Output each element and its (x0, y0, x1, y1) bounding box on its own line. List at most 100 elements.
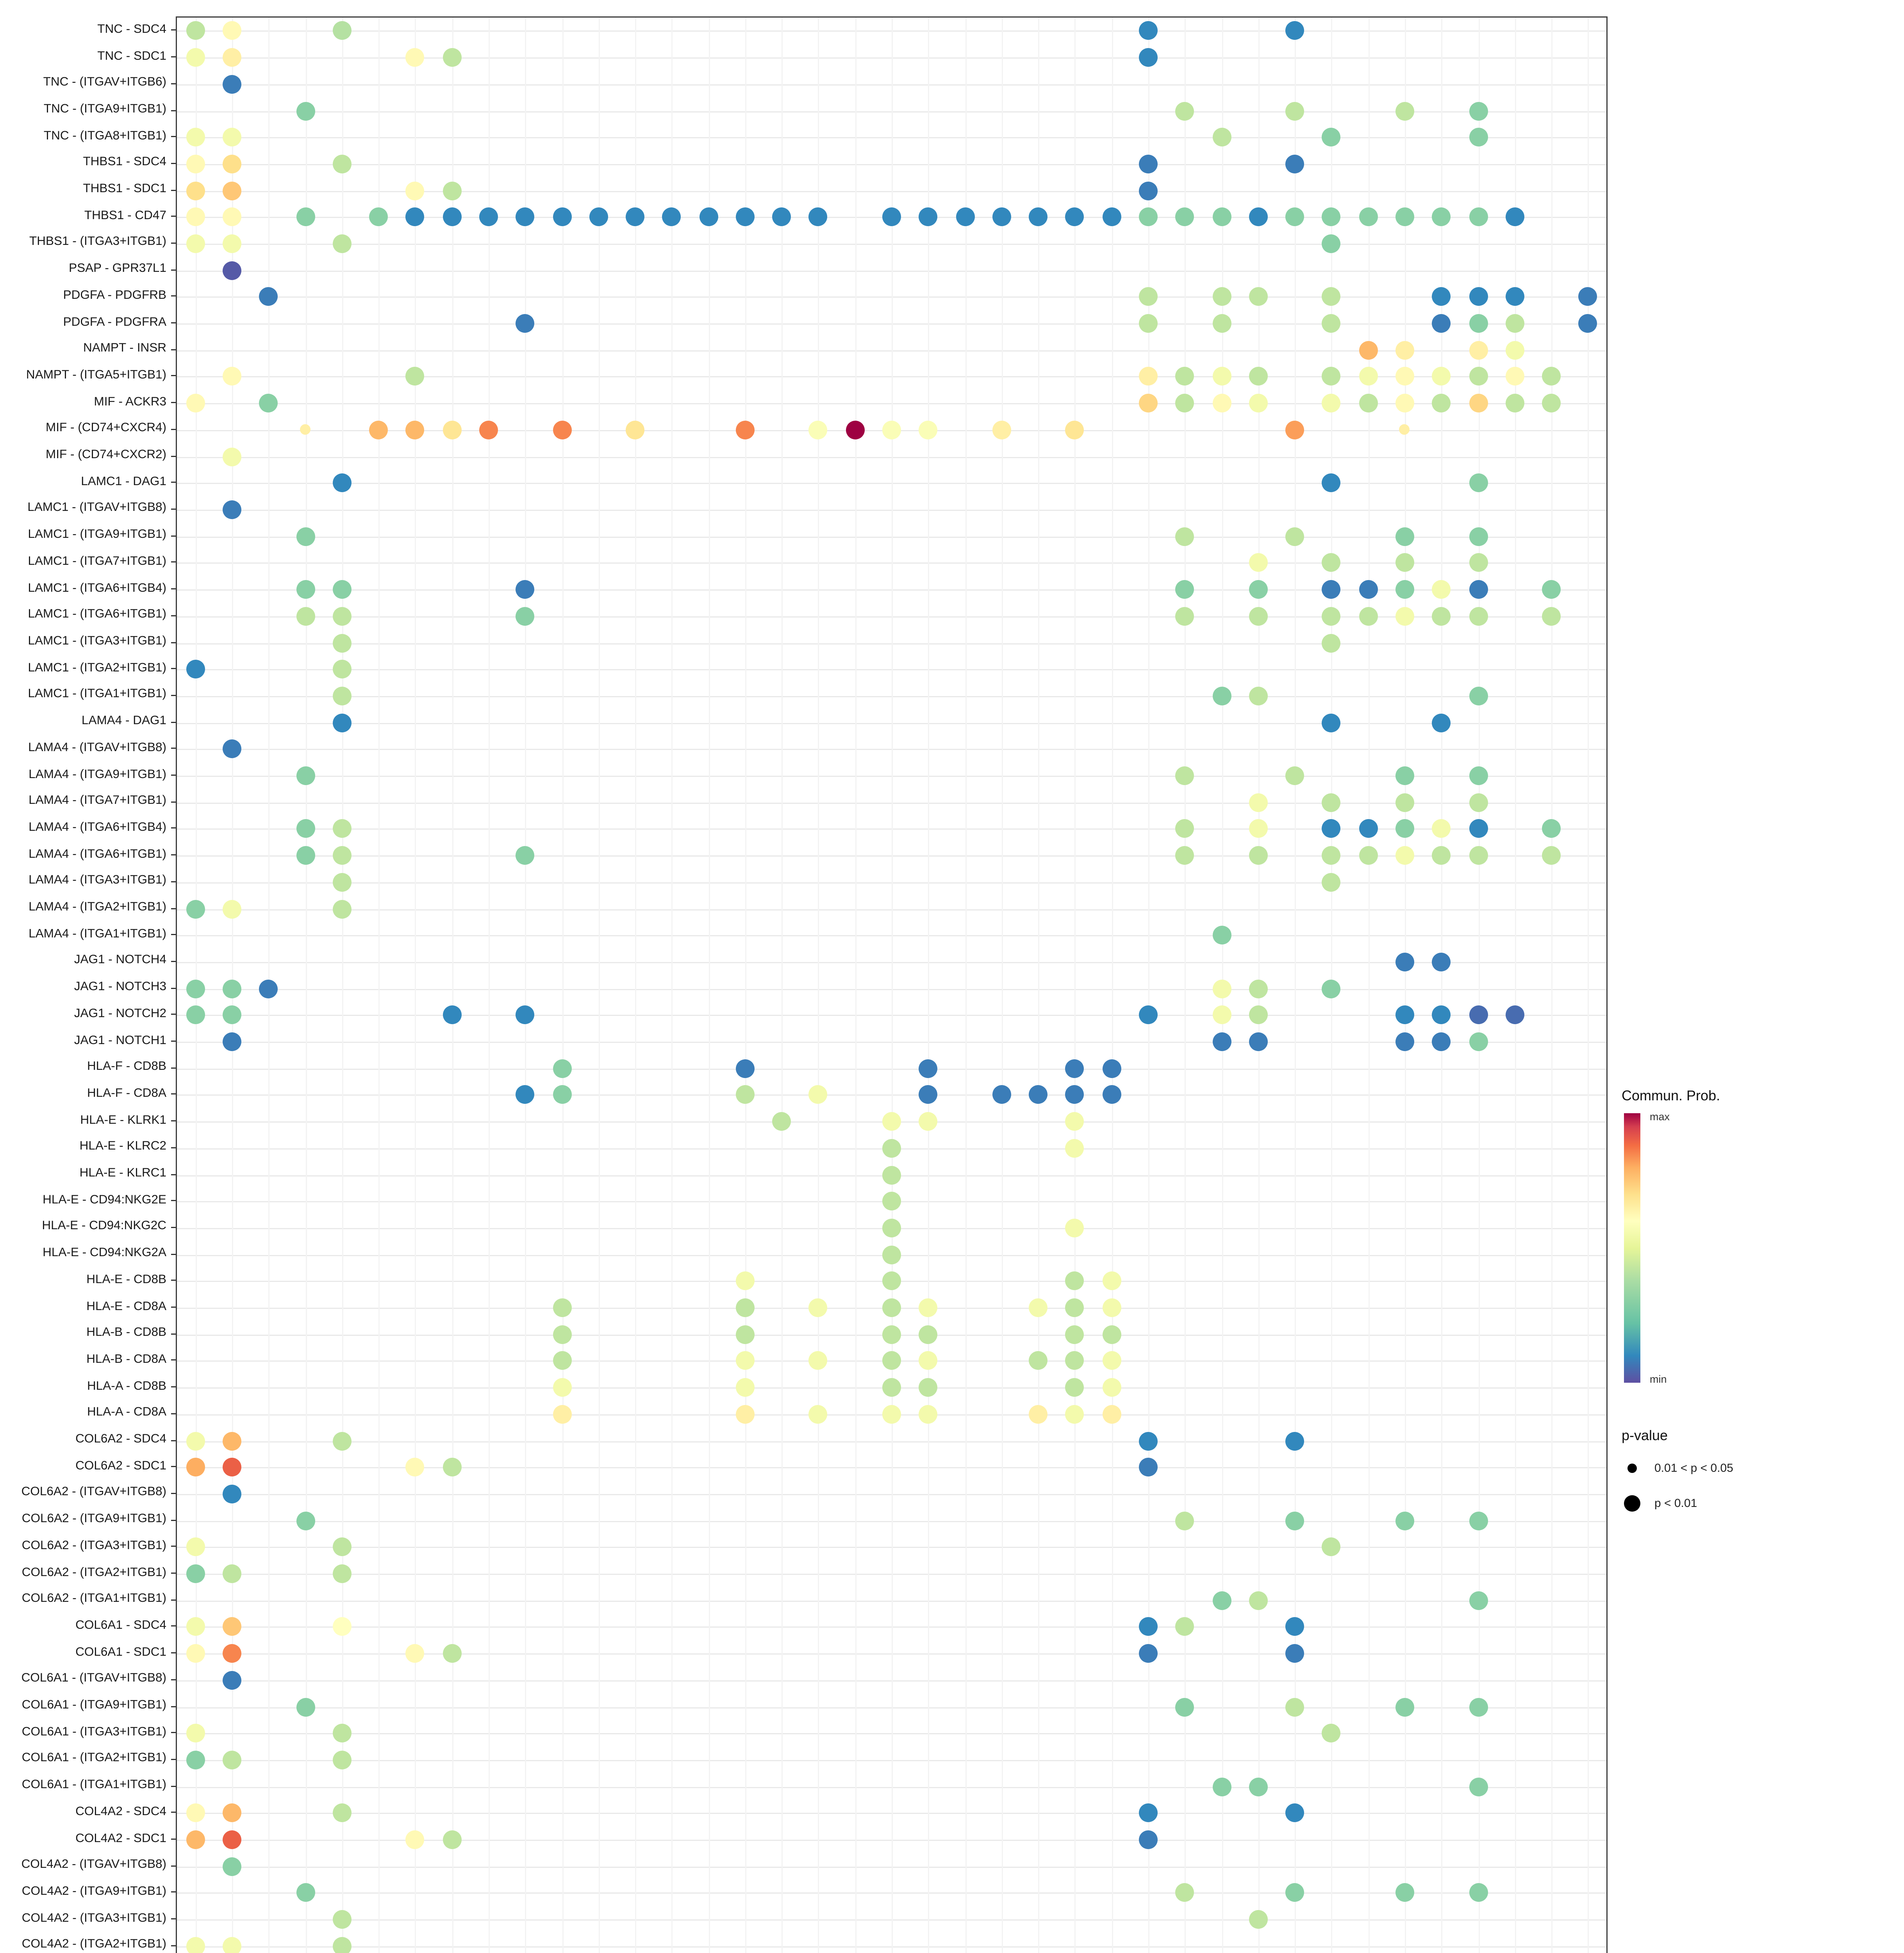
communication-dot (882, 1139, 901, 1158)
y-tick (171, 189, 176, 191)
y-tick (171, 907, 176, 909)
communication-dot (1469, 1883, 1488, 1902)
y-tick (171, 641, 176, 643)
communication-dot (589, 207, 608, 227)
colorbar-block: max min (1622, 1111, 1903, 1385)
communication-dot (1175, 607, 1194, 626)
communication-dot (1285, 1617, 1304, 1636)
communication-dot (1285, 207, 1304, 227)
communication-dot (222, 500, 241, 519)
communication-dot (296, 527, 315, 546)
communication-dot (1432, 367, 1451, 386)
y-tick (171, 1652, 176, 1653)
y-tick (171, 1599, 176, 1601)
y-tick (171, 1492, 176, 1494)
y-axis-label: LAMC1 - (ITGA2+ITGB1) (28, 660, 166, 675)
communication-dot (882, 1298, 901, 1317)
communication-dot (296, 207, 315, 227)
communication-dot (1102, 1271, 1121, 1291)
communication-dot (1285, 1803, 1304, 1823)
y-tick (171, 1147, 176, 1148)
communication-dot (1432, 580, 1451, 599)
y-axis-label: LAMC1 - (ITGA7+ITGB1) (28, 554, 166, 568)
communication-dot (332, 846, 352, 865)
y-tick (171, 1386, 176, 1387)
pvalue-legend-item: 0.01 < p < 0.05 (1622, 1458, 1903, 1479)
communication-dot (1469, 686, 1488, 705)
y-axis-label: COL4A2 - (ITGAV+ITGB8) (21, 1857, 166, 1872)
gridline-vertical (1368, 18, 1370, 1953)
communication-dot (332, 873, 352, 892)
communication-dot (735, 207, 755, 227)
communication-dot (1029, 1298, 1048, 1317)
gridline-vertical (1441, 18, 1443, 1953)
y-axis-label: PSAP - GPR37L1 (69, 261, 166, 276)
communication-dot (1359, 341, 1378, 360)
communication-dot (442, 1458, 461, 1477)
communication-dot (1395, 1005, 1414, 1025)
communication-dot (296, 580, 315, 599)
y-axis-label: COL6A2 - (ITGA3+ITGB1) (21, 1538, 166, 1553)
communication-dot (1395, 207, 1414, 227)
y-tick (171, 1573, 176, 1574)
communication-dot (552, 1378, 571, 1397)
y-axis-label: JAG1 - NOTCH1 (74, 1033, 166, 1047)
communication-dot (882, 1271, 901, 1291)
communication-dot (1102, 1085, 1121, 1105)
communication-dot (405, 1644, 425, 1663)
communication-dot (1359, 367, 1378, 386)
y-axis-label: COL6A1 - (ITGA3+ITGB1) (21, 1724, 166, 1739)
communication-dot (1285, 1883, 1304, 1902)
communication-dot (626, 207, 644, 227)
gridline-vertical (1075, 18, 1076, 1953)
communication-dot (296, 1697, 315, 1716)
communication-dot (1249, 367, 1268, 386)
communication-dot (1102, 1378, 1121, 1397)
communication-dot (735, 1378, 755, 1397)
y-tick (171, 322, 176, 324)
y-tick (171, 1439, 176, 1441)
communication-dot (222, 367, 241, 386)
communication-dot (1505, 314, 1524, 333)
communication-dot (735, 1298, 755, 1317)
communication-dot (1102, 1405, 1121, 1424)
y-axis-label: JAG1 - NOTCH4 (74, 953, 166, 968)
communication-dot (1469, 1697, 1488, 1716)
communication-dot (1175, 1617, 1194, 1636)
y-tick (171, 1253, 176, 1255)
communication-dot (882, 1378, 901, 1397)
gridline-vertical (525, 18, 526, 1953)
communication-dot (1212, 1005, 1231, 1025)
communication-dot (1395, 527, 1414, 546)
y-tick (171, 455, 176, 457)
communication-dot (1469, 1511, 1488, 1530)
communication-dot (369, 207, 388, 227)
communication-dot (1395, 1511, 1414, 1530)
gridline-vertical (342, 18, 343, 1953)
communication-dot (1102, 1325, 1121, 1344)
y-axis-label: COL4A2 - (ITGA3+ITGB1) (21, 1910, 166, 1925)
communication-dot (1469, 394, 1488, 413)
communication-dot (222, 261, 241, 280)
plot-panel (176, 16, 1608, 1953)
communication-dot (1432, 846, 1451, 865)
communication-dot (1399, 425, 1410, 436)
y-axis-label: COL6A2 - SDC4 (75, 1432, 166, 1446)
y-axis-label: LAMA4 - DAG1 (81, 714, 166, 728)
communication-dot (1175, 766, 1194, 785)
communication-dot (222, 1803, 241, 1823)
y-axis-label: LAMC1 - (ITGAV+ITGB8) (27, 501, 166, 515)
communication-dot (1249, 846, 1268, 865)
communication-dot (1139, 48, 1158, 67)
communication-dot (552, 1085, 571, 1105)
communication-dot (222, 1644, 241, 1663)
communication-dot (516, 846, 535, 865)
colorbar-max-label: max (1650, 1111, 1670, 1123)
y-tick (171, 295, 176, 297)
y-tick (171, 1014, 176, 1015)
communication-dot (405, 367, 425, 386)
gridline-vertical (598, 18, 600, 1953)
communication-dot (919, 1059, 938, 1078)
communication-dot (332, 1910, 352, 1929)
communication-dot (1175, 367, 1194, 386)
